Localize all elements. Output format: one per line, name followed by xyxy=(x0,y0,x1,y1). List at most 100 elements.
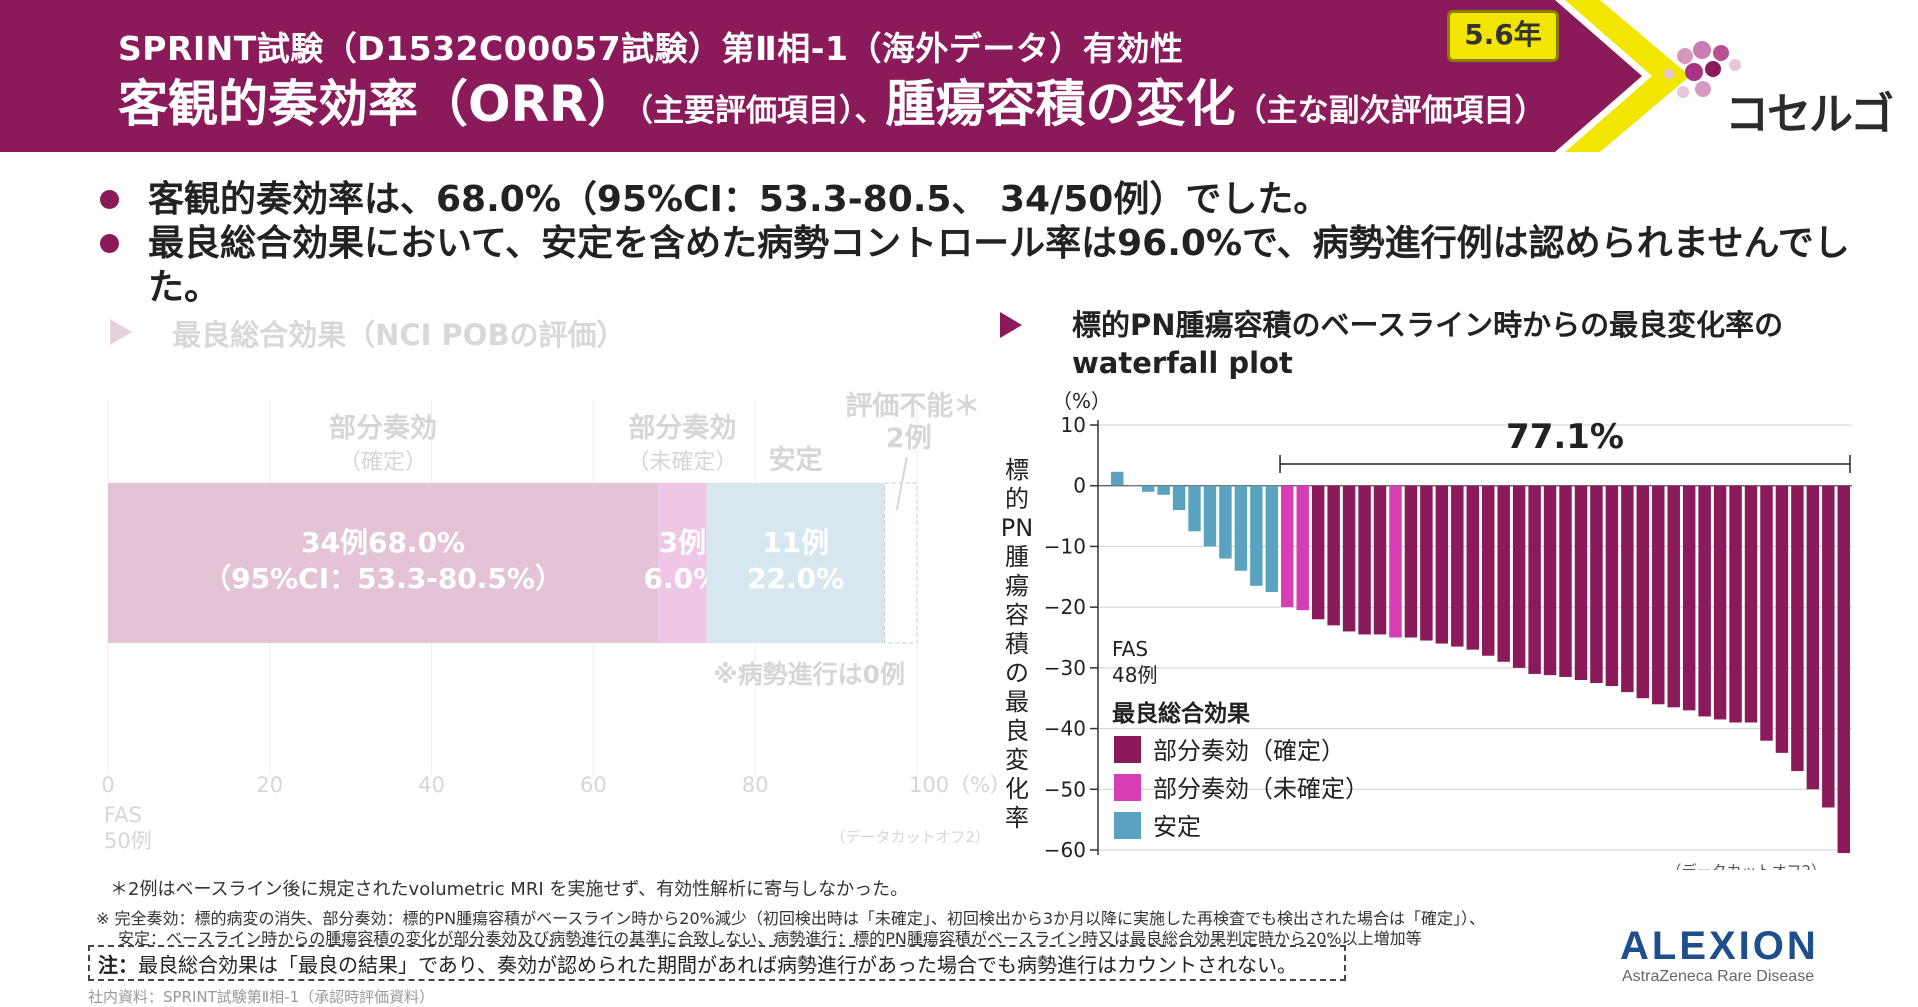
waterfall-bar xyxy=(1451,485,1464,647)
segment-ci-label: （95%CI：53.3-80.5%） xyxy=(203,562,563,595)
y-tick-label: 0 xyxy=(1073,474,1086,498)
alexion-logo: ALEXION xyxy=(1620,924,1819,968)
y-tick-label: −40 xyxy=(1044,717,1086,741)
waterfall-bar xyxy=(1311,485,1325,620)
left-section-title: 最良総合効果（NCI POBの評価） xyxy=(110,312,626,354)
y-axis-label-char: 率 xyxy=(1005,804,1029,832)
title-secondary-endpoint: （主な副次評価項目） xyxy=(1235,93,1546,129)
y-axis-label-char: 標 xyxy=(1005,456,1029,484)
logo-mark xyxy=(1664,41,1741,98)
waterfall-bar xyxy=(1744,485,1758,723)
waterfall-bar xyxy=(1203,485,1217,547)
title-orr: 客観的奏効率（ORR） xyxy=(118,75,638,133)
x-tick-label: 0 xyxy=(101,773,114,797)
footnote-star: ＊2例はベースライン後に規定されたvolumetric MRI を実施せず、有効… xyxy=(110,879,909,900)
note-box: 注：最良総合効果は「最良の結果」であり、奏効が認められた期間があれば病勢進行があ… xyxy=(88,945,1346,981)
x-tick-label: 80 xyxy=(742,773,769,797)
waterfall-bar xyxy=(1342,485,1356,632)
years-badge: 5.6年 xyxy=(1447,10,1559,62)
legend-label: 安定 xyxy=(1153,813,1201,841)
bullet-orr: 客観的奏効率は、68.0%（95%CI：53.3-80.5、 34/50例）でし… xyxy=(100,178,1860,222)
note-text: 最良総合効果は「最良の結果」であり、奏効が認められた期間があれば病勢進行があった… xyxy=(138,953,1297,977)
waterfall-bar xyxy=(1141,485,1155,492)
legend-label: 部分奏効（確定） xyxy=(1153,737,1345,765)
segment-name: 安定 xyxy=(769,444,823,476)
waterfall-bar xyxy=(1590,485,1603,684)
segment-pct-label: 22.0% xyxy=(747,562,844,595)
triangle-icon xyxy=(110,319,132,345)
x-tick-label: 40 xyxy=(418,773,445,797)
waterfall-bar xyxy=(1512,485,1526,668)
bar-segment xyxy=(884,482,918,644)
segment-name-sub: （未確定） xyxy=(627,450,737,475)
x-tick-label: 20 xyxy=(256,773,283,797)
y-axis-label-char: 容 xyxy=(1005,601,1029,629)
y-axis-label-char: 化 xyxy=(1005,775,1029,803)
bullet-text: 最良総合効果において、安定を含めた病勢コントロール率は96.0%で、病勢進行例は… xyxy=(148,223,1850,308)
bar-segment xyxy=(108,483,659,643)
segment-name: 評価不能＊ xyxy=(845,390,980,422)
y-tick-label: −60 xyxy=(1044,838,1086,862)
title-primary-endpoint: （主要評価項目）、 xyxy=(637,93,886,129)
footnote-definition-2: 安定：ベースライン時からの腫瘍容積の変化が部分奏効及び病勢進行の基準に合致しない… xyxy=(118,929,1422,948)
legend-label: 部分奏効（未確定） xyxy=(1153,775,1369,803)
waterfall-bar xyxy=(1265,485,1279,592)
waterfall-bar xyxy=(1791,485,1804,772)
header-subtitle: SPRINT試験（D1532C00057試験）第Ⅱ相-1（海外データ）有効性 xyxy=(118,29,1184,68)
cutoff-note: （データカットオフ2） xyxy=(1666,862,1826,870)
header-banner: SPRINT試験（D1532C00057試験）第Ⅱ相-1（海外データ）有効性 客… xyxy=(0,0,1918,152)
waterfall-bar xyxy=(1172,485,1186,510)
left-section-title-text: 最良総合効果（NCI POBの評価） xyxy=(172,318,626,352)
waterfall-bar xyxy=(1219,485,1232,559)
y-axis-label-char: 良 xyxy=(1005,717,1029,745)
triangle-icon xyxy=(1000,312,1022,338)
waterfall-bar xyxy=(1420,485,1433,641)
y-tick-label: −10 xyxy=(1044,534,1086,558)
y-tick-label: −20 xyxy=(1044,595,1086,619)
note-label: 注： xyxy=(98,953,138,977)
waterfall-bar xyxy=(1652,485,1665,705)
segment-count-label: 34例68.0% xyxy=(301,526,465,559)
product-logo: コセルゴ xyxy=(1725,89,1894,140)
bar-segment xyxy=(706,483,885,643)
waterfall-bar xyxy=(1775,485,1789,753)
waterfall-bar xyxy=(1466,485,1479,650)
waterfall-bar xyxy=(1234,485,1248,571)
waterfall-bar xyxy=(1543,485,1557,676)
progression-annotation: ※病勢進行は0例 xyxy=(713,660,905,689)
cutoff-note: （データカットオフ2） xyxy=(830,828,990,846)
waterfall-bar xyxy=(1574,485,1588,680)
y-axis-label-char: PN xyxy=(1001,514,1033,542)
waterfall-bar xyxy=(1389,485,1402,638)
bullet-text: 客観的奏効率は、68.0%（95%CI：53.3-80.5、 34/50例）でし… xyxy=(148,179,1330,220)
right-section-title: 標的PN腫瘍容積のベースライン時からの最良変化率の waterfall plot xyxy=(1000,306,1783,382)
waterfall-bar xyxy=(1837,485,1850,854)
y-axis-label-char: 瘍 xyxy=(1005,572,1029,600)
x-tick-label: 60 xyxy=(580,773,607,797)
waterfall-bar xyxy=(1605,485,1619,687)
leader-line xyxy=(895,456,908,511)
y-tick-label: 10 xyxy=(1061,413,1086,437)
right-title-line2: waterfall plot xyxy=(1072,346,1293,380)
right-title-line1: 標的PN腫瘍容積のベースライン時からの最良変化率の xyxy=(1072,308,1784,342)
waterfall-bar xyxy=(1667,485,1680,708)
legend-swatch xyxy=(1114,736,1141,763)
bracket-label: 77.1% xyxy=(1506,417,1624,457)
waterfall-bar xyxy=(1250,485,1263,586)
waterfall-bar xyxy=(1713,485,1727,720)
y-axis-label-char: 的 xyxy=(1005,485,1029,513)
banner-shape xyxy=(0,0,1741,152)
waterfall-bar xyxy=(1157,485,1170,495)
waterfall-bar xyxy=(1497,485,1510,662)
population-label: FAS xyxy=(104,803,142,827)
segment-count-label: 3例 xyxy=(659,526,706,559)
segment-name-sub: （確定） xyxy=(339,450,427,475)
waterfall-bar xyxy=(1806,485,1820,790)
waterfall-bar xyxy=(1404,485,1418,638)
waterfall-bar xyxy=(1698,485,1711,717)
best-overall-response-chart: 部分奏効 （確定） 34例68.0%（95%CI：53.3-80.5%） 部分奏効 （未… xyxy=(101,390,1000,853)
y-axis-label-char: 積 xyxy=(1005,630,1029,658)
y-unit-label: （%） xyxy=(1052,389,1111,413)
waterfall-bar xyxy=(1358,485,1371,635)
